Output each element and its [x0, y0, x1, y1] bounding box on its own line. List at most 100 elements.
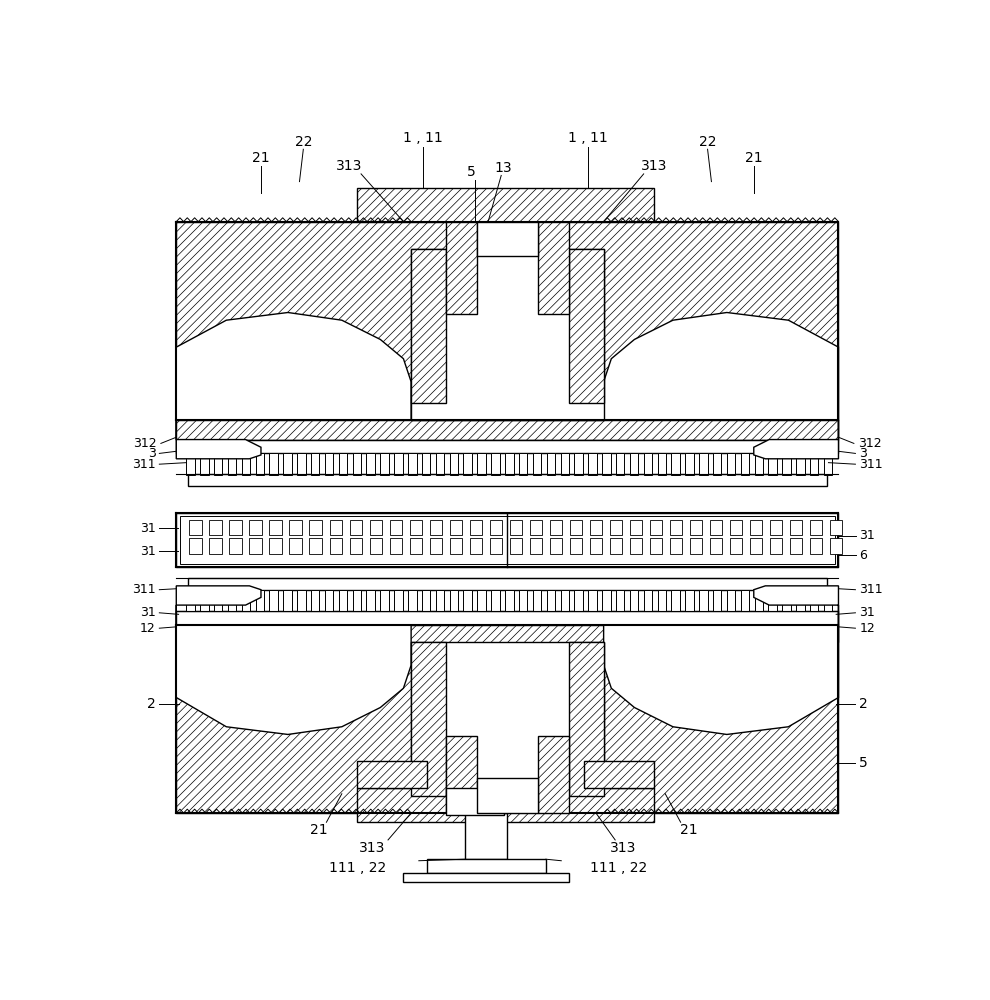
- Text: 21: 21: [744, 151, 762, 165]
- Bar: [369, 520, 382, 535]
- Bar: [380, 453, 389, 475]
- Bar: [446, 788, 504, 815]
- Bar: [750, 538, 762, 554]
- Bar: [741, 590, 749, 611]
- Bar: [790, 520, 802, 535]
- Bar: [430, 520, 442, 535]
- Text: 12: 12: [140, 622, 155, 635]
- Bar: [369, 538, 382, 554]
- Bar: [699, 453, 708, 475]
- Bar: [394, 590, 403, 611]
- Text: 31: 31: [140, 606, 155, 619]
- Bar: [330, 520, 342, 535]
- Bar: [446, 222, 504, 249]
- Bar: [430, 538, 442, 554]
- Bar: [186, 453, 195, 475]
- Bar: [510, 520, 522, 535]
- Bar: [269, 538, 282, 554]
- Text: 3: 3: [859, 447, 867, 460]
- Polygon shape: [604, 312, 839, 420]
- Bar: [584, 222, 653, 249]
- Text: 22: 22: [699, 135, 717, 149]
- Bar: [446, 222, 476, 314]
- Bar: [770, 520, 782, 535]
- Bar: [754, 590, 763, 611]
- Bar: [610, 538, 622, 554]
- Bar: [411, 249, 446, 403]
- Bar: [710, 538, 723, 554]
- Bar: [770, 538, 782, 554]
- Bar: [491, 453, 500, 475]
- Bar: [349, 520, 362, 535]
- Bar: [390, 520, 402, 535]
- Text: 31: 31: [140, 522, 155, 535]
- Bar: [255, 453, 264, 475]
- Bar: [710, 520, 723, 535]
- Bar: [713, 453, 722, 475]
- Text: 313: 313: [641, 159, 667, 173]
- Bar: [657, 590, 666, 611]
- Text: 313: 313: [359, 841, 386, 855]
- Bar: [436, 453, 445, 475]
- Bar: [630, 453, 639, 475]
- Text: 2: 2: [859, 697, 868, 711]
- Bar: [465, 813, 507, 859]
- Bar: [590, 520, 602, 535]
- Bar: [189, 538, 202, 554]
- Bar: [176, 440, 839, 453]
- Bar: [690, 538, 702, 554]
- Bar: [210, 538, 222, 554]
- Bar: [560, 453, 569, 475]
- Bar: [588, 453, 597, 475]
- Bar: [446, 736, 476, 813]
- Bar: [469, 538, 482, 554]
- Bar: [255, 590, 264, 611]
- Bar: [449, 453, 458, 475]
- Bar: [176, 625, 839, 642]
- Text: 2: 2: [147, 697, 155, 711]
- Bar: [768, 453, 777, 475]
- Bar: [349, 538, 362, 554]
- Bar: [477, 590, 486, 611]
- Bar: [180, 516, 835, 564]
- Bar: [657, 453, 666, 475]
- Bar: [408, 590, 417, 611]
- Bar: [810, 538, 823, 554]
- Bar: [330, 538, 342, 554]
- Bar: [311, 590, 320, 611]
- Bar: [366, 590, 375, 611]
- Bar: [357, 188, 653, 222]
- Bar: [560, 590, 569, 611]
- Bar: [730, 520, 742, 535]
- Bar: [782, 453, 791, 475]
- Bar: [824, 453, 833, 475]
- Bar: [727, 590, 736, 611]
- Bar: [325, 453, 334, 475]
- Bar: [188, 578, 827, 590]
- Bar: [463, 453, 472, 475]
- Bar: [754, 453, 763, 475]
- Bar: [411, 642, 604, 813]
- Bar: [490, 520, 502, 535]
- Polygon shape: [753, 420, 839, 459]
- Polygon shape: [176, 420, 261, 459]
- Bar: [644, 590, 652, 611]
- Bar: [283, 590, 292, 611]
- Bar: [297, 590, 306, 611]
- Bar: [549, 538, 562, 554]
- Bar: [463, 590, 472, 611]
- Bar: [519, 590, 528, 611]
- Bar: [569, 538, 582, 554]
- Bar: [569, 520, 582, 535]
- Bar: [242, 453, 250, 475]
- Bar: [269, 520, 282, 535]
- Text: 313: 313: [610, 841, 636, 855]
- Polygon shape: [753, 586, 839, 625]
- Bar: [176, 625, 839, 813]
- Bar: [200, 453, 209, 475]
- Bar: [490, 538, 502, 554]
- Bar: [824, 590, 833, 611]
- Text: 1 , 11: 1 , 11: [568, 131, 608, 145]
- Bar: [727, 453, 736, 475]
- Text: 111 , 22: 111 , 22: [329, 861, 386, 875]
